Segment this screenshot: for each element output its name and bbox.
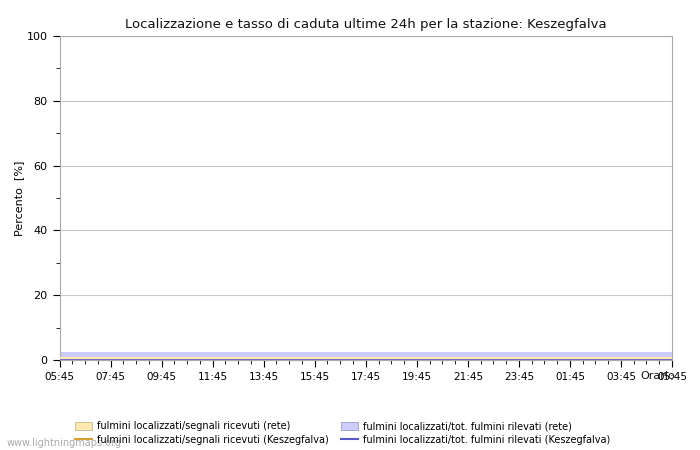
Y-axis label: Percento  [%]: Percento [%]: [14, 160, 24, 236]
Title: Localizzazione e tasso di caduta ultime 24h per la stazione: Keszegfalva: Localizzazione e tasso di caduta ultime …: [125, 18, 607, 31]
Legend: fulmini localizzati/segnali ricevuti (rete), fulmini localizzati/segnali ricevut: fulmini localizzati/segnali ricevuti (re…: [75, 421, 610, 445]
Text: Orario: Orario: [640, 371, 676, 381]
Text: www.lightningmaps.org: www.lightningmaps.org: [7, 438, 122, 448]
